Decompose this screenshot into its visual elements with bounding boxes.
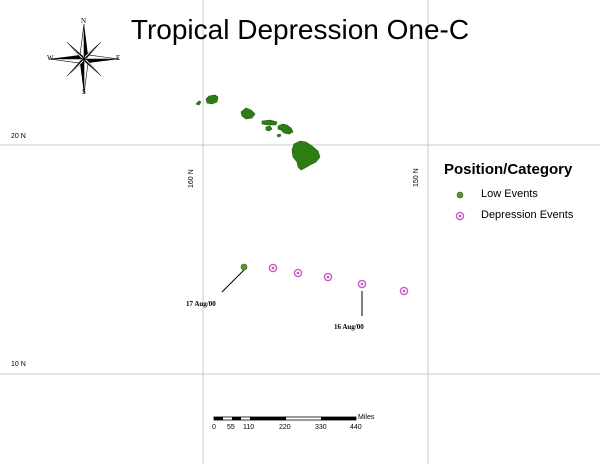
island-lanai (265, 125, 273, 132)
track-point-depression (357, 279, 367, 289)
scale-unit-label: Miles (358, 414, 375, 421)
track-label-17-aug: 17 Aug/00 (186, 300, 216, 308)
legend-label-depression: Depression Events (481, 209, 574, 221)
legend-title: Position/Category (444, 161, 573, 178)
scale-tick-440: 440 (350, 424, 362, 431)
legend-label-low: Low Events (481, 188, 538, 200)
storm-track (240, 263, 409, 296)
island-kauai (205, 94, 219, 105)
lon-label-160: 160 N (188, 169, 195, 188)
compass-west-label: W (47, 54, 54, 62)
track-point-depression (399, 286, 409, 296)
track-point-depression (268, 263, 278, 273)
legend-symbol-low (456, 191, 464, 199)
scale-bar (213, 416, 357, 421)
track-point-depression (323, 272, 333, 282)
lat-label-10n: 10 N (11, 361, 26, 368)
pointer-17-aug (221, 269, 245, 293)
track-label-16-aug: 16 Aug/00 (334, 323, 364, 331)
scale-tick-220: 220 (279, 424, 291, 431)
compass-rose-icon (48, 23, 120, 95)
island-molokai (261, 119, 278, 126)
compass-east-label: E (116, 54, 121, 62)
island-niihau (195, 100, 202, 106)
island-kahoolawe (276, 133, 282, 138)
island-hawaii (291, 140, 321, 171)
lat-label-20n: 20 N (11, 133, 26, 140)
track-point-depression (293, 268, 303, 278)
island-oahu (240, 107, 256, 120)
scale-tick-0: 0 (212, 424, 216, 431)
track-point-low (240, 263, 248, 271)
lon-label-150: 150 N (413, 168, 420, 187)
scale-tick-330: 330 (315, 424, 327, 431)
island-maui (277, 123, 294, 135)
scale-tick-110: 110 (243, 424, 255, 431)
map-title: Tropical Depression One-C (130, 14, 470, 45)
legend-symbol-depression (455, 211, 465, 221)
hawaiian-islands (195, 94, 321, 171)
compass-north-label: N (81, 17, 87, 25)
scale-tick-55: 55 (227, 424, 235, 431)
compass-south-label: S (82, 88, 86, 96)
